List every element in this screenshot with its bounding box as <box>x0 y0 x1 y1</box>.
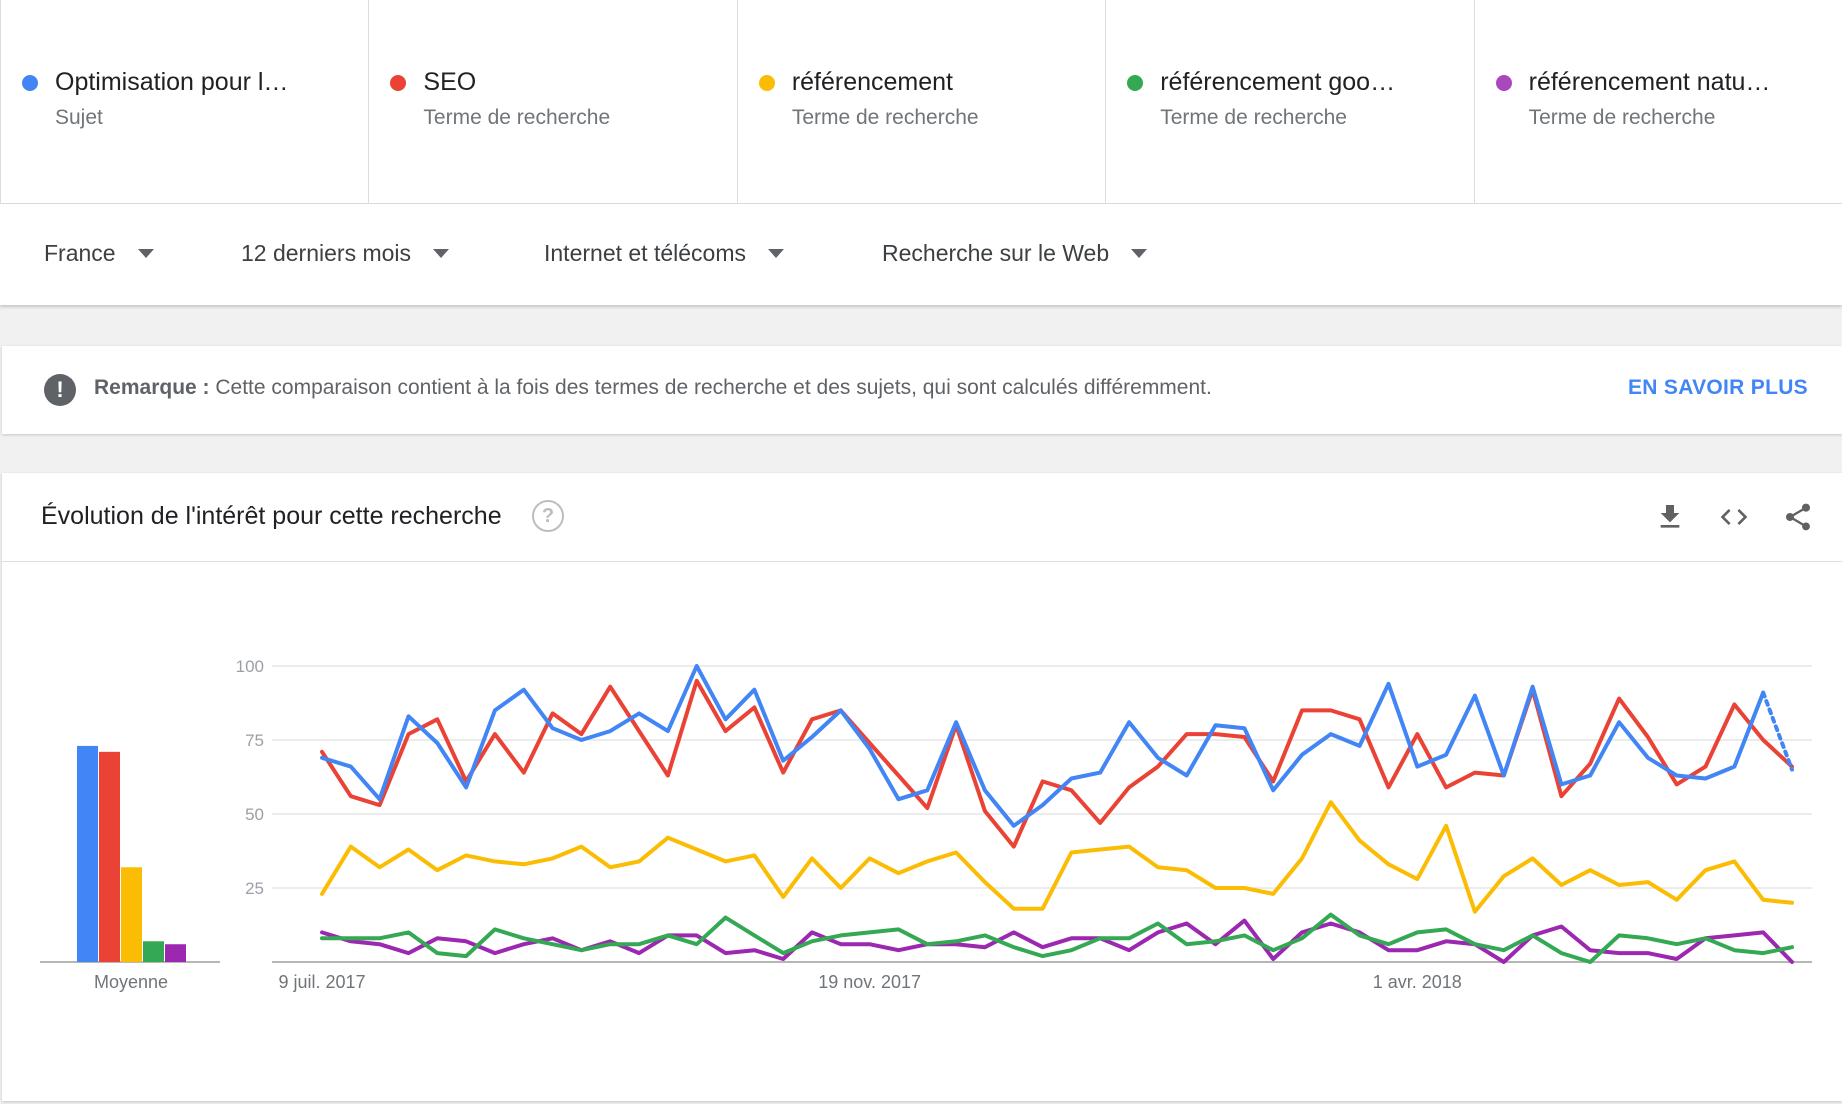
filters-bar: France 12 derniers mois Internet et télé… <box>0 204 1842 305</box>
region-value: France <box>44 240 116 266</box>
x-tick-label: 9 juil. 2017 <box>278 972 365 992</box>
term-type: Sujet <box>55 106 103 129</box>
y-tick-label: 25 <box>245 879 264 898</box>
note-label: Remarque : <box>94 376 210 399</box>
search-type-value: Recherche sur le Web <box>882 240 1110 266</box>
interest-over-time-card: Évolution de l'intérêt pour cette recher… <box>2 473 1842 1101</box>
chevron-down-icon <box>137 249 154 258</box>
term-color-dot <box>758 75 775 91</box>
term-type: Terme de recherche <box>423 106 611 129</box>
period-dropdown[interactable]: 12 derniers mois <box>241 240 450 267</box>
average-bar <box>165 944 186 962</box>
series-line <box>320 664 1766 828</box>
embed-icon[interactable] <box>1718 501 1750 533</box>
term-card-4[interactable]: référencement goo… Terme de recherche <box>1105 0 1473 203</box>
share-icon[interactable] <box>1782 501 1814 533</box>
average-bar <box>77 745 98 962</box>
x-tick-label: 1 avr. 2018 <box>1373 972 1462 992</box>
term-color-dot <box>1127 75 1144 91</box>
term-label: Optimisation pour l… <box>55 68 289 96</box>
category-dropdown[interactable]: Internet et télécoms <box>544 240 784 267</box>
region-dropdown[interactable]: France <box>44 240 154 267</box>
term-color-dot <box>22 75 38 91</box>
term-type: Terme de recherche <box>1528 106 1716 129</box>
note-body: Cette comparaison contient à la fois des… <box>215 376 1212 399</box>
series-line <box>320 800 1794 914</box>
term-label: référencement natu… <box>1528 68 1771 96</box>
term-label: référencement <box>791 68 954 96</box>
term-type: Terme de recherche <box>1160 106 1347 129</box>
chevron-down-icon <box>768 249 784 258</box>
card-header: Évolution de l'intérêt pour cette recher… <box>2 473 1842 562</box>
chevron-down-icon <box>1131 249 1148 258</box>
term-card-1[interactable]: Optimisation pour l… Sujet <box>0 0 368 203</box>
learn-more-link[interactable]: EN SAVOIR PLUS <box>1627 376 1808 399</box>
help-icon[interactable]: ? <box>532 500 564 532</box>
term-color-dot <box>1495 75 1512 91</box>
download-icon[interactable] <box>1654 501 1686 533</box>
x-tick-label: 19 nov. 2017 <box>818 972 921 992</box>
interest-chart: 100 75 50 25 9 juil. 2017 19 nov. 2017 1 avr. … <box>40 657 1812 992</box>
period-value: 12 derniers mois <box>241 240 412 266</box>
average-bar <box>143 941 164 962</box>
category-value: Internet et télécoms <box>544 240 746 266</box>
chevron-down-icon <box>433 249 450 258</box>
comparison-note: ! Remarque : Cette comparaison contient … <box>2 346 1842 434</box>
term-label: SEO <box>423 68 477 96</box>
average-bar <box>99 751 120 962</box>
term-label: référencement goo… <box>1160 68 1396 96</box>
series-line <box>320 678 1794 849</box>
term-card-3[interactable]: référencement Terme de recherche <box>736 0 1105 203</box>
term-color-dot <box>390 75 407 91</box>
average-label: Moyenne <box>94 972 168 992</box>
term-card-5[interactable]: référencement natu… Terme de recherche <box>1473 0 1842 203</box>
exclamation-icon: ! <box>44 374 76 406</box>
compare-terms-bar: Optimisation pour l… Sujet SEO Terme de … <box>0 0 1842 204</box>
term-card-2[interactable]: SEO Terme de recherche <box>368 0 736 203</box>
y-tick-label: 100 <box>236 657 264 676</box>
series-partial-segment <box>1761 690 1794 772</box>
y-tick-label: 75 <box>245 731 264 750</box>
series-line <box>320 918 1794 964</box>
search-type-dropdown[interactable]: Recherche sur le Web <box>882 240 1148 267</box>
term-type: Terme de recherche <box>791 106 979 129</box>
series-line <box>320 912 1794 964</box>
card-title: Évolution de l'intérêt pour cette recher… <box>41 502 502 530</box>
note-text: Remarque : Cette comparaison contient à … <box>94 376 1212 400</box>
y-tick-label: 50 <box>245 805 264 824</box>
average-bar <box>121 867 142 962</box>
